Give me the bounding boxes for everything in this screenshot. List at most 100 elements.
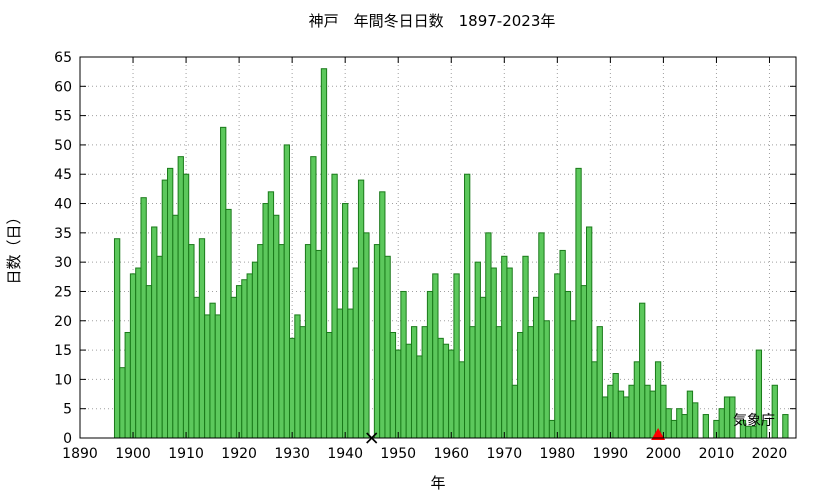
x-tick-label: 1900 [115, 446, 151, 462]
bar-1948 [384, 255, 391, 439]
y-tick-label: 25 [54, 284, 72, 300]
bar-1952 [405, 343, 412, 439]
bar-1958 [437, 337, 444, 439]
bar-2001 [665, 408, 672, 439]
bar-1961 [453, 273, 460, 439]
bar-1999 [654, 361, 662, 439]
y-tick-label: 5 [63, 402, 72, 418]
bar-1980 [554, 273, 561, 439]
bar-1942 [352, 267, 359, 439]
bar-1974 [522, 255, 529, 439]
x-tick-label: 1930 [274, 446, 310, 462]
bar-1914 [204, 314, 211, 439]
y-tick-label: 20 [54, 314, 72, 330]
y-tick-label: 65 [54, 50, 72, 66]
credit-label: 気象庁 [733, 413, 775, 429]
bar-1932 [299, 326, 306, 439]
bar-1905 [156, 255, 163, 439]
bar-1930 [289, 337, 296, 439]
bar-1986 [586, 226, 593, 439]
bar-2011 [718, 408, 725, 439]
bar-1910 [182, 173, 190, 439]
bar-1960 [448, 349, 455, 439]
y-tick-label: 45 [54, 167, 72, 183]
bar-1978 [543, 320, 550, 439]
bar-1899 [124, 331, 131, 439]
bar-1937 [326, 331, 333, 439]
bar-1917 [220, 126, 227, 439]
x-tick-label: 2000 [646, 446, 682, 462]
bar-1915 [209, 302, 216, 439]
x-tick-label: 2010 [699, 446, 735, 462]
bar-1928 [278, 244, 285, 439]
y-tick-label: 55 [54, 109, 72, 125]
bar-2012 [723, 396, 731, 439]
bar-1973 [517, 331, 524, 439]
bar-1985 [580, 285, 588, 439]
bar-1911 [188, 244, 195, 439]
bar-1933 [304, 244, 312, 439]
bar-1920 [235, 285, 243, 439]
bar-1916 [214, 314, 222, 439]
bar-1943 [357, 179, 365, 439]
bar-1991 [612, 373, 619, 439]
y-tick-label: 15 [54, 343, 72, 359]
bar-1939 [336, 308, 344, 439]
bar-1935 [315, 249, 322, 439]
bar-1968 [490, 267, 497, 439]
x-tick-label: 1970 [486, 446, 522, 462]
bar-1919 [230, 296, 237, 439]
bar-2002 [670, 419, 678, 439]
bar-1909 [177, 156, 184, 439]
bar-1988 [596, 326, 603, 439]
bar-2005 [686, 390, 694, 439]
bar-1964 [469, 326, 476, 439]
bar-1925 [262, 203, 269, 439]
bar-1902 [140, 197, 147, 439]
bar-1953 [410, 326, 418, 439]
x-tick-label: 2020 [752, 446, 788, 462]
bar-1976 [532, 296, 540, 439]
x-axis-ticks: 1890 1900 1910 1920 1930 1940 1950 1960 1970 1980… [62, 57, 787, 462]
bar-1907 [167, 167, 174, 439]
y-tick-label: 30 [54, 255, 72, 271]
bar-1934 [310, 156, 317, 439]
bar-1900 [129, 273, 137, 439]
grid [80, 57, 796, 438]
bar-1983 [570, 320, 577, 439]
bar-1987 [591, 361, 598, 439]
bar-1950 [395, 349, 402, 439]
y-tick-label: 40 [54, 197, 72, 213]
y-tick-label: 0 [63, 431, 72, 447]
bar-1931 [294, 314, 301, 439]
bar-2004 [681, 414, 688, 439]
bar-1923 [251, 261, 259, 439]
bar-1904 [151, 226, 158, 439]
y-axis-label: 日数（日） [5, 209, 23, 284]
bar-1970 [501, 255, 508, 439]
bar-1998 [649, 390, 656, 439]
bar-1908 [172, 214, 179, 439]
bar-1967 [485, 232, 492, 439]
bar-2006 [692, 402, 699, 439]
y-tick-label: 35 [54, 226, 72, 242]
bar-1906 [161, 179, 169, 439]
y-tick-label: 10 [54, 372, 72, 388]
bar-1897 [113, 238, 121, 439]
bar-1982 [564, 290, 572, 439]
bar-1940 [342, 203, 349, 439]
bar-1936 [320, 68, 328, 439]
y-tick-label: 50 [54, 138, 72, 154]
bar-1972 [511, 384, 519, 439]
bar-1989 [601, 396, 609, 439]
bar-1929 [283, 144, 290, 439]
bar-1990 [607, 384, 614, 439]
bar-1992 [617, 390, 625, 439]
plot-frame [79, 56, 797, 439]
bar-1913 [198, 238, 206, 439]
bar-1955 [421, 326, 428, 439]
bar-1921 [241, 279, 248, 439]
triangle-marker [651, 428, 666, 440]
x-tick-label: 1940 [327, 446, 363, 462]
